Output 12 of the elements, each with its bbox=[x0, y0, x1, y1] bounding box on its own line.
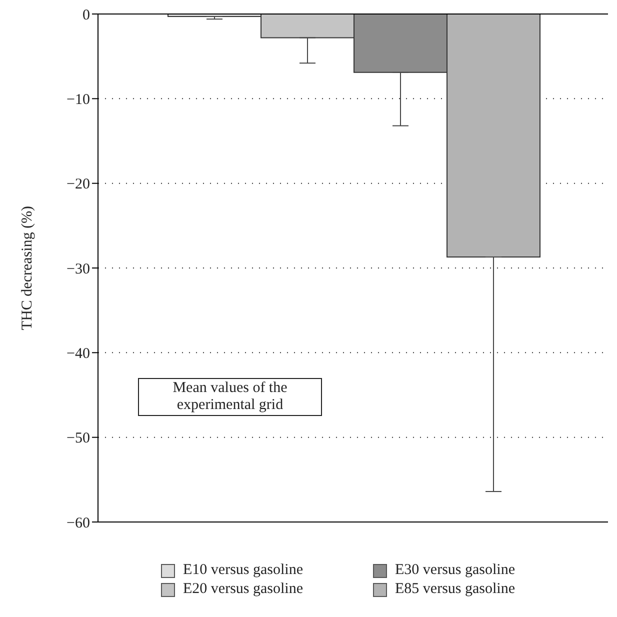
y-tick-label: −30 bbox=[66, 261, 90, 278]
legend-label: E85 versus gasoline bbox=[395, 581, 515, 598]
legend-label: E30 versus gasoline bbox=[395, 562, 515, 579]
legend-label: E20 versus gasoline bbox=[183, 581, 303, 598]
y-axis-title: THC decreasing (%) bbox=[19, 206, 36, 330]
y-tick-label: −20 bbox=[66, 176, 90, 193]
y-tick-label: −10 bbox=[66, 92, 90, 108]
y-tick-label: 0 bbox=[82, 7, 90, 24]
y-tick-label: −60 bbox=[66, 515, 90, 532]
y-tick-label: −40 bbox=[66, 346, 90, 362]
y-tick-label: −50 bbox=[66, 430, 90, 447]
legend-label: E10 versus gasoline bbox=[183, 562, 303, 579]
